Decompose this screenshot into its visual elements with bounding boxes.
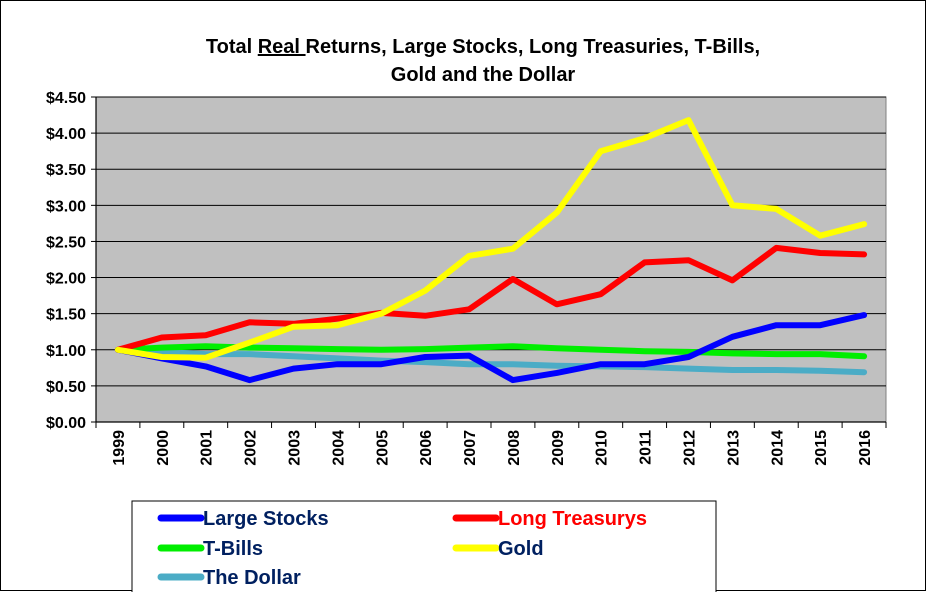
- x-tick-label: 2007: [462, 430, 479, 466]
- y-tick-label: $3.50: [46, 162, 86, 179]
- chart-title-suffix: Returns, Large Stocks, Long Treasuries, …: [306, 36, 761, 58]
- plot-area: [95, 96, 887, 423]
- y-tick-label: $3.00: [46, 198, 86, 215]
- y-tick-label: $4.50: [46, 90, 86, 107]
- x-tick-label: 2010: [594, 430, 611, 466]
- x-tick-label: 2009: [550, 430, 567, 466]
- x-tick-label: 2005: [374, 430, 391, 466]
- legend: Large Stocks Long Treasurys T-Bills Gold The…: [157, 508, 647, 589]
- x-tick-label: 2016: [857, 430, 874, 466]
- legend-label-gold: Gold: [498, 538, 544, 560]
- series-line-long-treasurys: [114, 244, 868, 353]
- x-tick-label: 2008: [506, 430, 523, 466]
- x-tick-label: 2012: [682, 430, 699, 466]
- chart-title-prefix: Total: [206, 36, 258, 58]
- chart-title-line2: Gold and the Dollar: [391, 64, 576, 86]
- y-tick-label: $0.50: [46, 379, 86, 396]
- legend-label-long-treasurys: Long Treasurys: [498, 508, 647, 530]
- x-tick-label: 2002: [243, 430, 260, 466]
- axes: [95, 97, 887, 428]
- x-tick-label: 2006: [418, 430, 435, 466]
- x-tick-label: 2014: [769, 430, 786, 466]
- x-tick-label: 2001: [199, 430, 216, 466]
- series-lines: [114, 117, 868, 384]
- y-tick-label: $1.00: [46, 343, 86, 360]
- series-line-gold: [114, 117, 868, 361]
- chart-title-underlined: Real: [258, 36, 306, 58]
- x-tick-label: 2015: [813, 430, 830, 466]
- y-tick-label: $2.50: [46, 234, 86, 251]
- gridlines: [91, 96, 886, 423]
- series-line-the-dollar: [114, 346, 868, 376]
- y-axis-tick-labels: $0.00 $0.50 $1.00 $1.50 $2.00 $2.50 $3.00 $3.50…: [46, 90, 86, 432]
- x-tick-label: 2011: [638, 430, 655, 465]
- y-tick-label: $4.00: [46, 126, 86, 143]
- x-tick-label: 1999: [111, 430, 128, 466]
- legend-box: [131, 500, 717, 592]
- x-tick-label: 2000: [155, 430, 172, 466]
- x-tick-label: 2013: [725, 430, 742, 466]
- y-tick-label: $2.00: [46, 271, 86, 288]
- y-tick-label: $0.00: [46, 415, 86, 432]
- chart-title-line1: Total Real Returns, Large Stocks, Long T…: [206, 36, 760, 58]
- legend-label-the-dollar: The Dollar: [203, 567, 301, 589]
- legend-label-t-bills: T-Bills: [203, 538, 263, 560]
- legend-label-large-stocks: Large Stocks: [203, 508, 329, 530]
- series-line-large-stocks: [114, 312, 868, 384]
- x-tick-label: 2004: [330, 430, 347, 466]
- y-tick-label: $1.50: [46, 307, 86, 324]
- x-tick-label: 2003: [287, 430, 304, 466]
- x-axis-tick-labels: 1999 2000 2001 2002 2003 2004 2005 2006 2007 2008…: [111, 430, 874, 466]
